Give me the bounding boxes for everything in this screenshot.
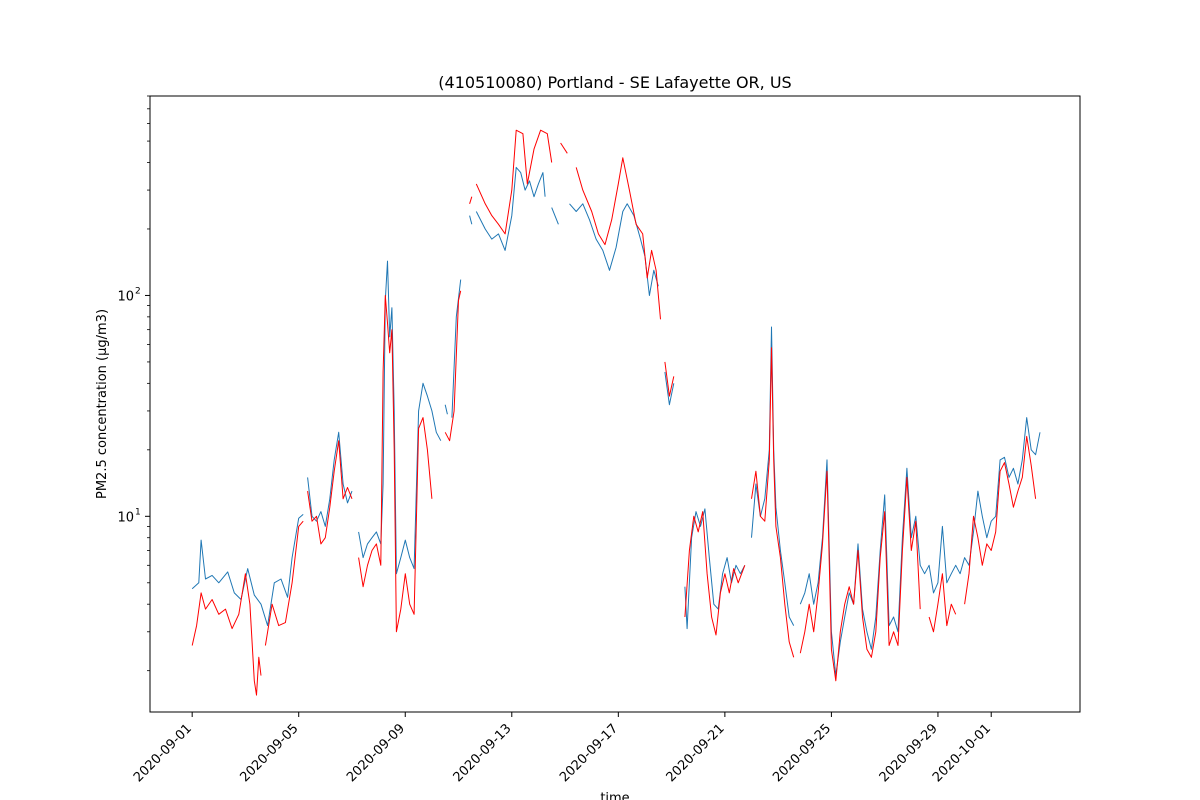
series-2-segment-13 <box>799 470 921 682</box>
series-layer <box>191 129 1041 696</box>
series-1-segment-3 <box>358 260 442 575</box>
y-tick-label: 10 <box>117 510 134 525</box>
series-2-segment-2 <box>264 520 304 646</box>
series-2-segment-8 <box>560 142 568 154</box>
plot-frame <box>149 95 1081 713</box>
series-1-segment-13 <box>799 417 1041 677</box>
series-2-segment-4 <box>358 295 433 633</box>
series-2-segment-1 <box>191 573 262 696</box>
series-1-segment-8 <box>551 207 559 225</box>
series-1-segment-4 <box>444 404 448 415</box>
series-2-segment-3 <box>307 440 353 545</box>
series-2-segment-6 <box>469 196 473 204</box>
y-axis-label: PM2.5 concentration (µg/m3) <box>95 309 110 499</box>
series-2-segment-15 <box>964 435 1037 605</box>
series-2-segment-7 <box>475 129 553 235</box>
series-1-segment-6 <box>469 215 473 225</box>
series-2-segment-5 <box>444 290 462 442</box>
series-1-segment-10 <box>664 371 675 406</box>
chart-title: (410510080) Portland - SE Lafayette OR, … <box>438 73 791 92</box>
series-2-segment-12 <box>751 347 795 658</box>
y-tick-exponent: 1 <box>135 507 141 517</box>
series-1-segment-5 <box>451 279 462 418</box>
x-axis-label: time <box>600 791 629 800</box>
series-2-segment-10 <box>664 361 675 397</box>
series-2-segment-14 <box>928 573 957 633</box>
series-2 <box>191 129 1037 696</box>
y-tick-exponent: 2 <box>135 286 141 296</box>
y-tick-label: 10 <box>117 289 134 304</box>
series-1-segment-7 <box>475 166 546 251</box>
series-1-segment-2 <box>307 431 353 527</box>
series-1-segment-1 <box>191 514 304 627</box>
series-2-segment-9 <box>575 157 661 320</box>
series-2-segment-11 <box>684 511 746 636</box>
